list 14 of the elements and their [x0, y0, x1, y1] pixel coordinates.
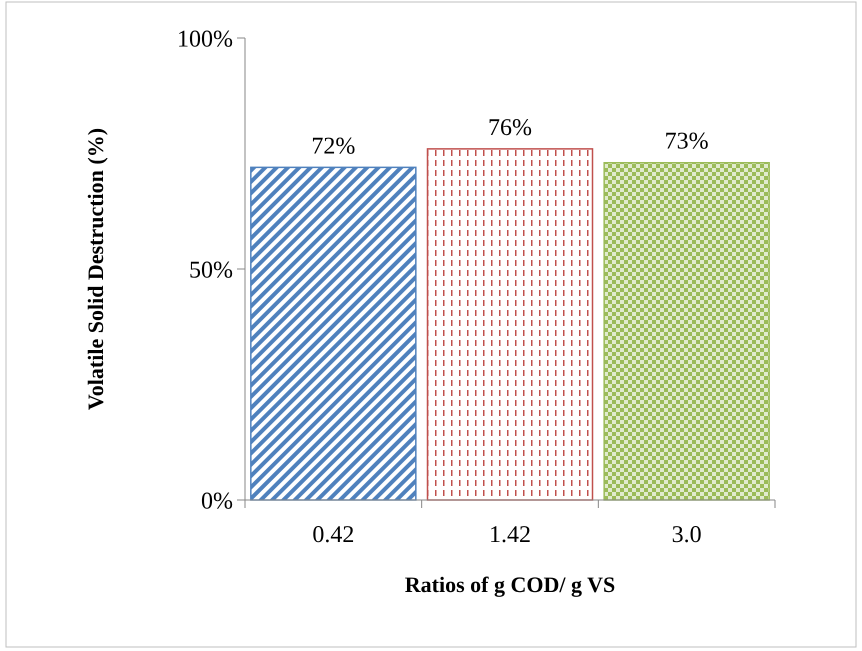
data-label: 73% — [664, 128, 709, 155]
y-tick-label: 50% — [189, 257, 233, 284]
x-tick-label: 1.42 — [489, 522, 531, 548]
x-tick-label: 3.0 — [672, 522, 702, 548]
data-label: 72% — [311, 133, 356, 160]
data-label: 76% — [488, 114, 532, 141]
y-tick-label: 0% — [201, 488, 233, 514]
bar — [603, 162, 770, 501]
bar — [250, 166, 417, 501]
y-axis-title: Volatile Solid Destruction (%) — [83, 128, 108, 410]
x-axis-title: Ratios of g COD/ g VS — [404, 572, 616, 597]
y-tick-label: 100% — [177, 26, 233, 52]
x-tick-label: 0.42 — [312, 522, 354, 548]
bar — [426, 148, 594, 501]
